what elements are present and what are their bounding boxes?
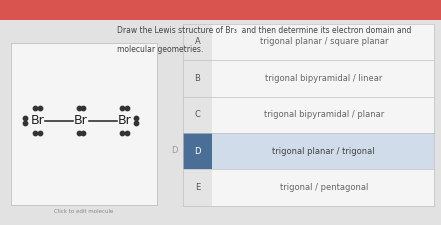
Text: Br: Br bbox=[74, 114, 88, 127]
Point bbox=[80, 131, 87, 135]
Bar bbox=[183, 169, 212, 206]
Point bbox=[123, 107, 131, 110]
Point bbox=[75, 107, 82, 110]
Bar bbox=[183, 97, 212, 133]
Point bbox=[31, 107, 38, 110]
Point bbox=[119, 107, 126, 110]
Bar bbox=[183, 60, 212, 97]
Text: trigonal bipyramidal / planar: trigonal bipyramidal / planar bbox=[264, 110, 384, 119]
Point bbox=[75, 131, 82, 135]
Point bbox=[133, 121, 140, 125]
Text: C: C bbox=[194, 110, 200, 119]
Point bbox=[36, 131, 43, 135]
Point bbox=[123, 131, 131, 135]
Bar bbox=[183, 133, 212, 169]
Text: D: D bbox=[171, 146, 177, 155]
Point bbox=[133, 116, 140, 120]
Text: trigonal bipyramidal / linear: trigonal bipyramidal / linear bbox=[265, 74, 382, 83]
Text: D: D bbox=[194, 147, 201, 156]
Text: A: A bbox=[194, 37, 200, 46]
Text: B: B bbox=[194, 74, 200, 83]
Text: trigonal planar / trigonal: trigonal planar / trigonal bbox=[273, 147, 375, 156]
Point bbox=[80, 107, 87, 110]
Text: E: E bbox=[195, 183, 200, 192]
Point bbox=[22, 116, 29, 120]
Bar bbox=[183, 24, 212, 60]
Point bbox=[22, 121, 29, 125]
Point bbox=[36, 107, 43, 110]
Text: trigonal planar / square planar: trigonal planar / square planar bbox=[260, 37, 388, 46]
Text: Br: Br bbox=[30, 114, 44, 127]
Text: trigonal / pentagonal: trigonal / pentagonal bbox=[280, 183, 368, 192]
Text: Br: Br bbox=[118, 114, 131, 127]
Point bbox=[119, 131, 126, 135]
Text: molecular geometries.: molecular geometries. bbox=[117, 45, 203, 54]
Text: Draw the Lewis structure of Br₃  and then determine its electron domain and: Draw the Lewis structure of Br₃ and then… bbox=[117, 26, 411, 35]
Point bbox=[31, 131, 38, 135]
Text: Click to edit molecule: Click to edit molecule bbox=[54, 209, 113, 214]
